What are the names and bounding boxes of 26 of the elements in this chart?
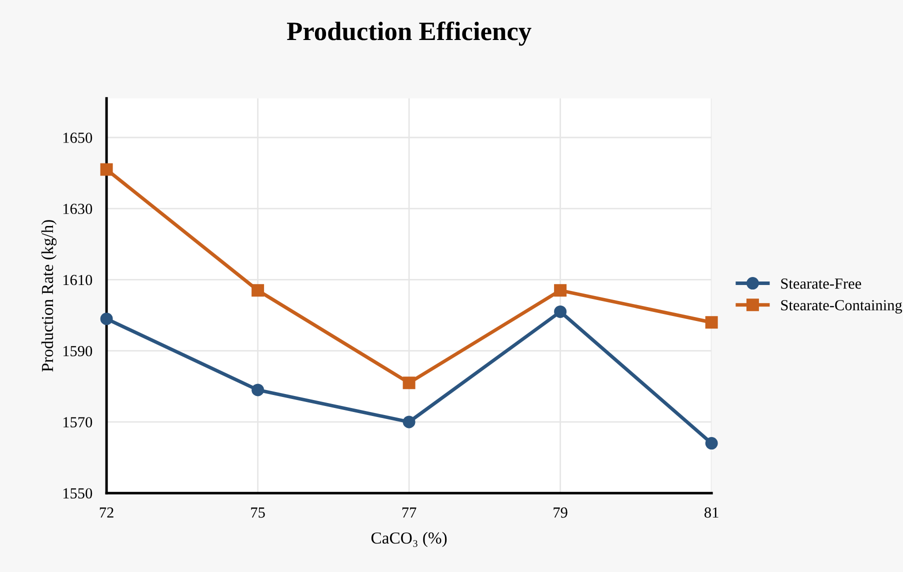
- y-axis-title: Production Rate (kg/h): [41, 220, 57, 372]
- point: [100, 163, 113, 176]
- y-tick-label: 1550: [63, 488, 92, 499]
- y-tick-label: 1650: [63, 132, 92, 143]
- point: [402, 416, 416, 428]
- y-tick-label: 1610: [63, 274, 92, 286]
- point: [252, 384, 264, 396]
- point: [705, 316, 718, 329]
- x-tick-label: 81: [704, 507, 718, 518]
- x-axis-title: CaCO₃ (%): [371, 532, 447, 548]
- point: [100, 312, 113, 326]
- x-tick-label: 75: [251, 508, 265, 518]
- point: [554, 284, 567, 297]
- legend-label: Stearate-Free: [781, 278, 862, 289]
- y-tick-label: 1570: [63, 417, 92, 428]
- x-tick-label: 72: [100, 507, 114, 518]
- x-tick-label: 79: [554, 507, 568, 518]
- point: [705, 437, 718, 450]
- point: [252, 284, 264, 297]
- y-tick-label: 1630: [63, 204, 92, 214]
- point: [554, 305, 567, 318]
- legend-label: Stearate-Containing: [781, 300, 902, 314]
- y-tick-label: 1590: [63, 346, 92, 356]
- x-tick-label: 77: [402, 508, 416, 518]
- chart-title: Production Efficiency: [286, 21, 532, 46]
- point: [402, 376, 416, 390]
